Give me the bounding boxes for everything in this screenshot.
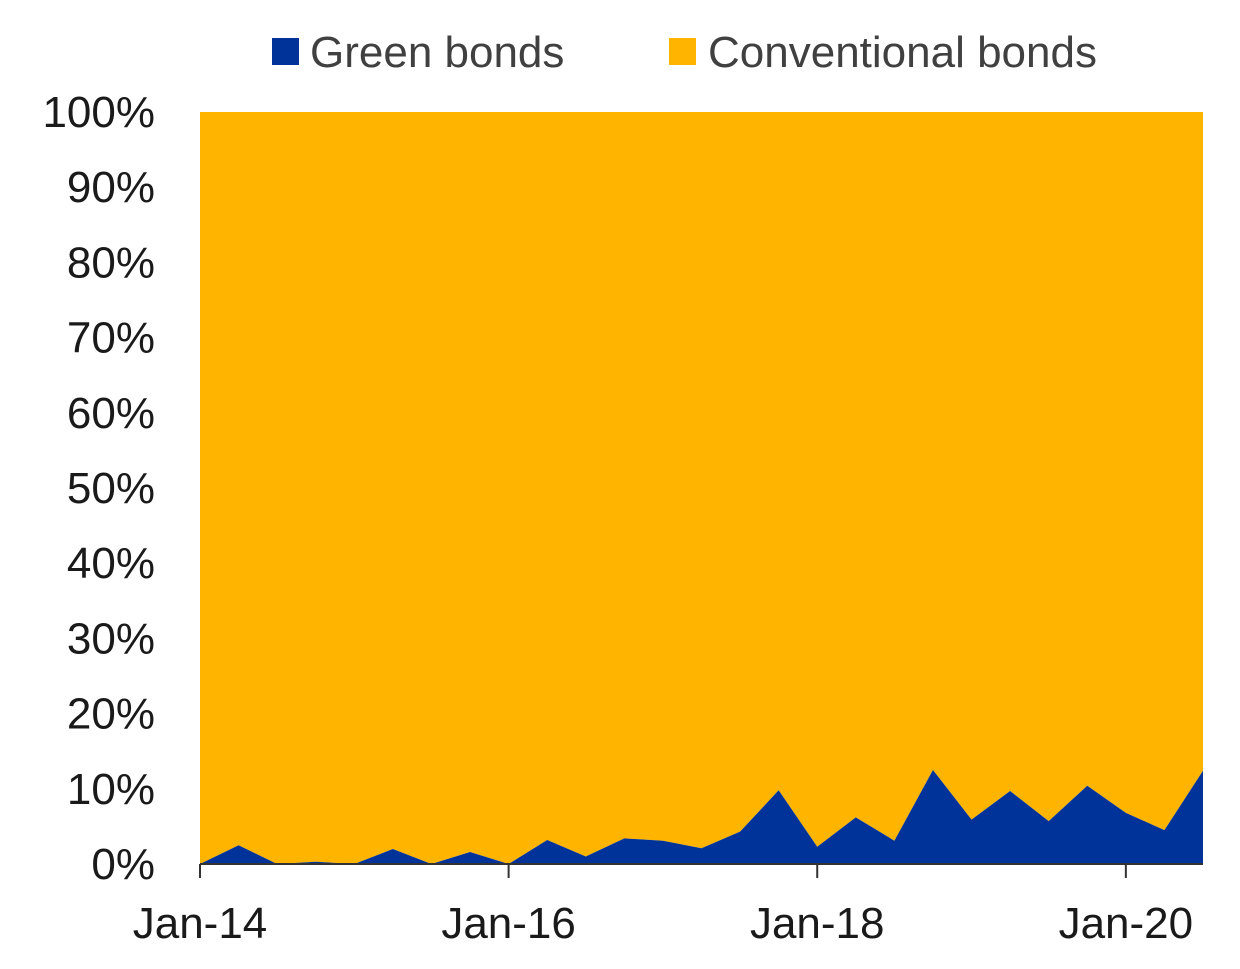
x-axis: Jan-14 Jan-16 Jan-18 Jan-20	[133, 863, 1203, 948]
conventional-bonds-area	[200, 112, 1203, 864]
y-tick-label: 60%	[67, 389, 155, 438]
y-axis: 0% 10% 20% 30% 40% 50% 60% 70% 80% 90% 100%	[42, 88, 155, 889]
y-tick-label: 50%	[67, 464, 155, 513]
legend: Green bonds Conventional bonds	[272, 28, 1097, 77]
plot-area	[200, 112, 1203, 864]
y-tick-label: 80%	[67, 238, 155, 287]
y-tick-label: 90%	[67, 163, 155, 212]
x-tick-label: Jan-18	[750, 899, 885, 948]
y-tick-label: 20%	[67, 690, 155, 739]
y-tick-label: 100%	[42, 88, 155, 137]
green-bonds-area	[200, 770, 1203, 864]
legend-label-green-bonds: Green bonds	[310, 28, 564, 77]
x-tick-label: Jan-16	[441, 899, 576, 948]
y-tick-label: 10%	[67, 765, 155, 814]
y-tick-label: 30%	[67, 614, 155, 663]
legend-label-conventional-bonds: Conventional bonds	[708, 28, 1097, 77]
x-tick-label: Jan-20	[1059, 899, 1194, 948]
y-tick-label: 70%	[67, 314, 155, 363]
x-tick-label: Jan-14	[133, 899, 268, 948]
legend-swatch-conventional-bonds	[669, 38, 696, 65]
y-tick-label: 40%	[67, 539, 155, 588]
legend-swatch-green-bonds	[272, 38, 299, 65]
y-tick-label: 0%	[91, 840, 155, 889]
